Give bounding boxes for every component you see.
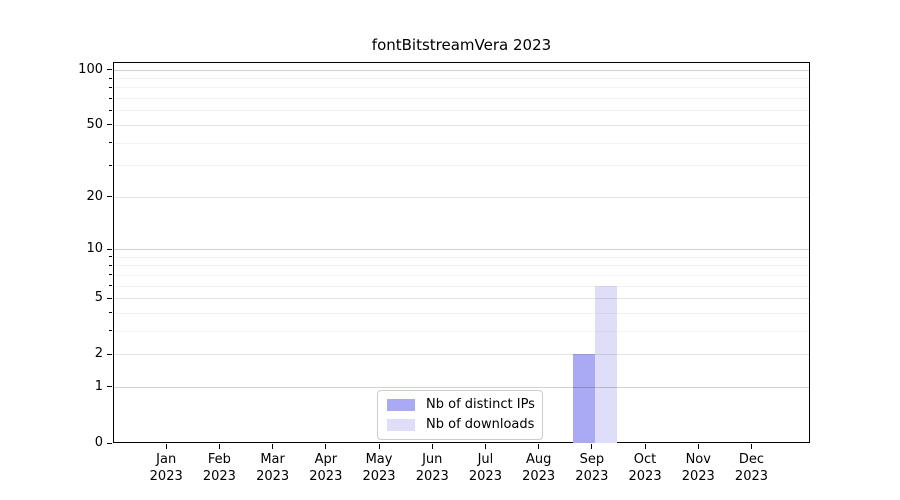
x-axis-tick-label: Sep 2023 xyxy=(575,452,609,484)
x-axis-tick-label: Aug 2023 xyxy=(522,452,556,484)
y-axis-minor-tick xyxy=(109,77,112,79)
minor-gridline xyxy=(113,312,810,314)
x-axis-tick-label: Nov 2023 xyxy=(681,452,715,484)
x-axis-tick xyxy=(272,444,274,449)
bar-downloads xyxy=(594,285,617,443)
major-gridline xyxy=(113,354,810,356)
y-axis-tick-label: 1 xyxy=(94,378,103,394)
x-axis-tick-label: Apr 2023 xyxy=(309,452,343,484)
y-axis-tick xyxy=(107,353,112,355)
minor-gridline xyxy=(113,274,810,276)
downloads-swatch-icon xyxy=(387,418,415,431)
y-axis-minor-tick xyxy=(109,330,112,332)
y-axis-tick xyxy=(107,69,112,71)
y-axis-tick-label: 50 xyxy=(86,116,103,132)
y-axis-minor-tick xyxy=(109,256,112,258)
x-axis-tick-label: Dec 2023 xyxy=(734,452,769,484)
y-axis-tick-label: 100 xyxy=(78,61,103,77)
y-axis-tick xyxy=(107,386,112,388)
x-axis-tick xyxy=(378,444,380,449)
major-gridline xyxy=(113,298,810,300)
x-axis-tick xyxy=(697,444,699,449)
minor-gridline xyxy=(113,285,810,287)
y-axis-tick-label: 2 xyxy=(94,346,103,362)
minor-gridline xyxy=(113,265,810,267)
x-axis-tick-label: Jul 2023 xyxy=(468,452,502,484)
y-axis-minor-tick xyxy=(109,86,112,88)
y-axis-tick xyxy=(107,124,112,126)
x-axis-tick-label: Jan 2023 xyxy=(149,452,183,484)
legend: Nb of distinct IPs Nb of downloads xyxy=(377,390,543,440)
x-axis-tick-label: Jun 2023 xyxy=(415,452,449,484)
minor-gridline xyxy=(113,165,810,167)
minor-gridline xyxy=(113,110,810,112)
major-gridline xyxy=(113,386,810,388)
distinct-ips-swatch-icon xyxy=(387,398,415,411)
major-gridline xyxy=(113,124,810,126)
y-axis-minor-tick xyxy=(109,264,112,266)
y-axis-minor-tick xyxy=(109,274,112,276)
bar-distinct-ips xyxy=(572,354,595,443)
y-axis-tick xyxy=(107,248,112,250)
y-axis-tick-label: 20 xyxy=(86,188,103,204)
x-axis-tick-label: May 2023 xyxy=(362,452,396,484)
major-gridline xyxy=(113,196,810,198)
x-axis-tick-label: Oct 2023 xyxy=(628,452,662,484)
x-axis-tick-label: Feb 2023 xyxy=(202,452,236,484)
major-gridline xyxy=(113,69,810,71)
y-axis-tick xyxy=(107,196,112,198)
x-axis-tick xyxy=(431,444,433,449)
x-axis-tick xyxy=(538,444,540,449)
minor-gridline xyxy=(113,87,810,89)
minor-gridline xyxy=(113,330,810,332)
x-axis-tick xyxy=(218,444,220,449)
y-axis-minor-tick xyxy=(109,312,112,314)
x-axis-tick xyxy=(484,444,486,449)
x-axis-tick xyxy=(325,444,327,449)
minor-gridline xyxy=(113,142,810,144)
minor-gridline xyxy=(113,256,810,258)
plot-area xyxy=(113,62,810,443)
y-axis-tick xyxy=(107,297,112,299)
x-axis-tick xyxy=(644,444,646,449)
x-axis-tick-label: Mar 2023 xyxy=(256,452,290,484)
y-axis-tick-label: 0 xyxy=(94,435,103,450)
x-axis-tick xyxy=(750,444,752,449)
chart-title: fontBitstreamVera 2023 xyxy=(371,36,552,54)
y-axis-minor-tick xyxy=(109,164,112,166)
y-axis-tick-label: 5 xyxy=(94,290,103,306)
y-axis-minor-tick xyxy=(109,109,112,111)
legend-item-distinct-ips: Nb of distinct IPs xyxy=(387,397,535,412)
y-axis-minor-tick xyxy=(109,142,112,144)
y-axis-minor-tick xyxy=(109,285,112,287)
minor-gridline xyxy=(113,98,810,100)
minor-gridline xyxy=(113,78,810,80)
x-axis-tick xyxy=(591,444,593,449)
legend-label: Nb of downloads xyxy=(426,417,535,432)
legend-label: Nb of distinct IPs xyxy=(426,397,535,412)
legend-item-downloads: Nb of downloads xyxy=(387,417,535,432)
y-axis-tick xyxy=(107,442,112,444)
y-axis-minor-tick xyxy=(109,97,112,99)
y-axis-tick-label: 10 xyxy=(86,241,103,256)
x-axis-tick xyxy=(165,444,167,449)
major-gridline xyxy=(113,249,810,250)
